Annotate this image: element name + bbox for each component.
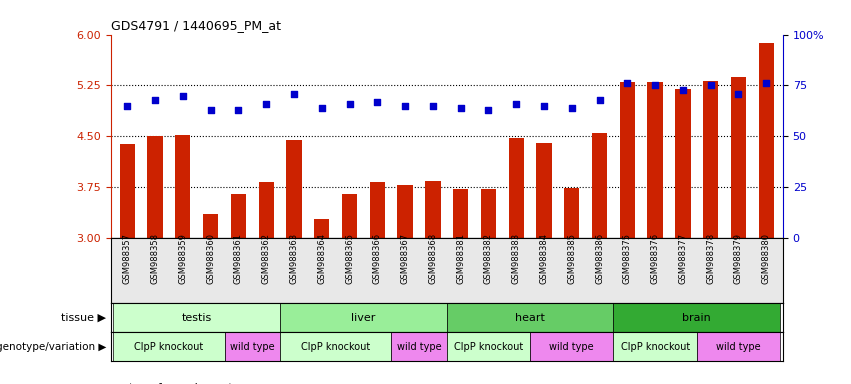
Bar [614, 303, 780, 332]
Bar [447, 332, 530, 361]
Point [343, 101, 357, 107]
Bar [620, 82, 635, 238]
Point [454, 105, 467, 111]
Point [676, 86, 689, 93]
Bar [509, 138, 524, 238]
Bar [314, 219, 329, 238]
Text: ClpP knockout: ClpP knockout [454, 341, 523, 352]
Text: liver: liver [351, 313, 375, 323]
Bar [231, 194, 246, 238]
Text: wild type: wild type [230, 341, 275, 352]
Text: genotype/variation ▶: genotype/variation ▶ [0, 341, 106, 352]
Text: wild type: wild type [717, 341, 761, 352]
Text: heart: heart [515, 313, 545, 323]
Bar [280, 332, 391, 361]
Point [704, 83, 717, 89]
Bar [731, 77, 746, 238]
Point [482, 107, 495, 113]
Bar [703, 81, 718, 238]
Bar [453, 189, 468, 238]
Bar [592, 133, 608, 238]
Bar [342, 194, 357, 238]
Point [620, 80, 634, 86]
Bar [758, 43, 774, 238]
Bar [113, 332, 225, 361]
Point [565, 105, 579, 111]
Text: brain: brain [683, 313, 711, 323]
Point [231, 107, 245, 113]
Text: ClpP knockout: ClpP knockout [301, 341, 370, 352]
Point [260, 101, 273, 107]
Text: ■: ■ [111, 381, 127, 384]
Point [148, 97, 162, 103]
Point [370, 99, 384, 105]
Text: transformed count: transformed count [129, 383, 233, 384]
Point [176, 93, 190, 99]
Bar [391, 332, 447, 361]
Bar [536, 143, 551, 238]
Text: wild type: wild type [550, 341, 594, 352]
Point [121, 103, 134, 109]
Bar [369, 182, 385, 238]
Text: ClpP knockout: ClpP knockout [620, 341, 690, 352]
Bar [280, 303, 447, 332]
Bar [481, 189, 496, 238]
Bar [113, 303, 280, 332]
Bar [147, 136, 163, 238]
Bar [397, 185, 413, 238]
Bar [225, 332, 280, 361]
Point [648, 83, 662, 89]
Bar [697, 332, 780, 361]
Point [204, 107, 218, 113]
Text: wild type: wild type [397, 341, 442, 352]
Point [398, 103, 412, 109]
Text: tissue ▶: tissue ▶ [61, 313, 106, 323]
Point [732, 91, 745, 97]
Bar [614, 332, 697, 361]
Point [759, 80, 773, 86]
Bar [203, 214, 218, 238]
Point [593, 97, 607, 103]
Bar [259, 182, 274, 238]
Bar [676, 89, 690, 238]
Point [287, 91, 300, 97]
Bar [120, 144, 135, 238]
Text: GDS4791 / 1440695_PM_at: GDS4791 / 1440695_PM_at [111, 19, 281, 32]
Text: ClpP knockout: ClpP knockout [134, 341, 203, 352]
Point [537, 103, 551, 109]
Bar [530, 332, 614, 361]
Text: testis: testis [181, 313, 212, 323]
Bar [286, 140, 301, 238]
Bar [564, 188, 580, 238]
Bar [648, 82, 663, 238]
Point [315, 105, 328, 111]
Bar [175, 135, 191, 238]
Bar [426, 181, 441, 238]
Point [510, 101, 523, 107]
Point [426, 103, 440, 109]
Bar [447, 303, 614, 332]
